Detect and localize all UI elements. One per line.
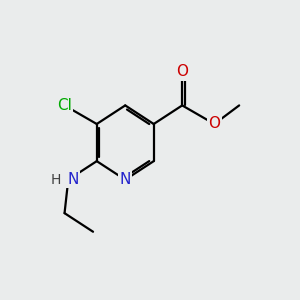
- Text: O: O: [176, 64, 188, 80]
- Text: N: N: [67, 172, 78, 187]
- Text: N: N: [119, 172, 131, 187]
- Text: Cl: Cl: [57, 98, 72, 113]
- Text: H: H: [51, 173, 61, 187]
- Text: O: O: [208, 116, 220, 131]
